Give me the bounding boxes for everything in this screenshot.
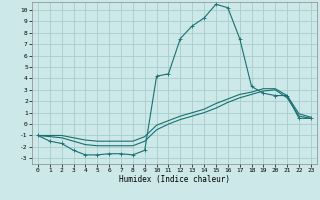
X-axis label: Humidex (Indice chaleur): Humidex (Indice chaleur) [119, 175, 230, 184]
